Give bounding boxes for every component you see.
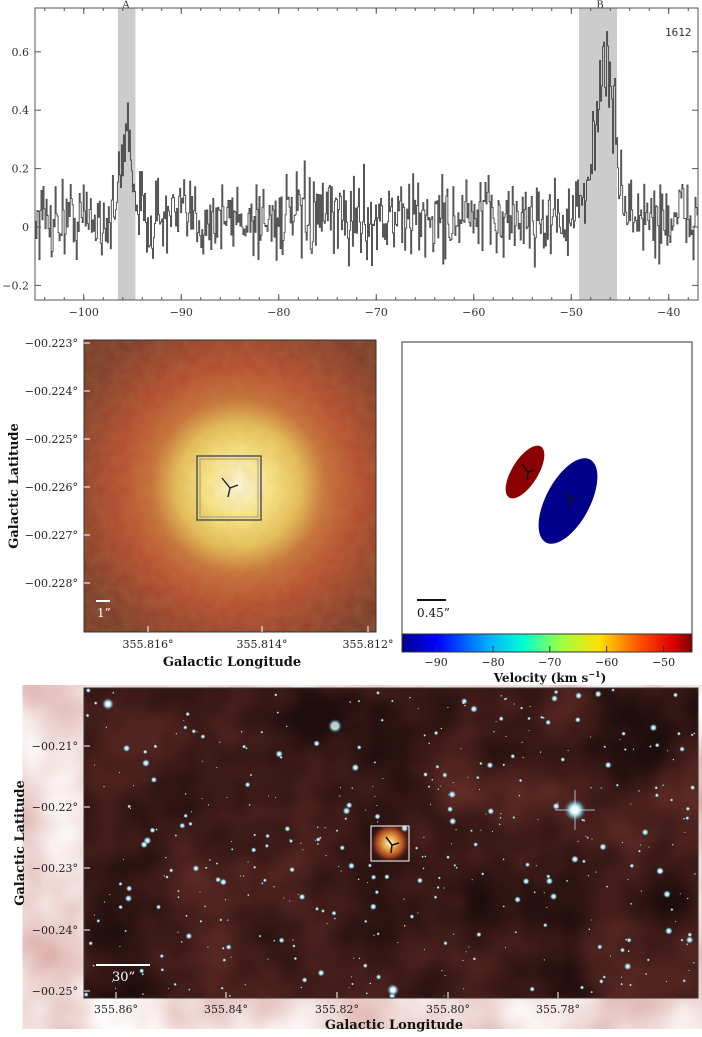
zoom-y-tick-label: −00.225° [25,433,78,446]
x-tick-label: −90 [170,306,193,319]
y-tick-label: −0.2 [2,279,29,292]
wide-scale-label: 30” [112,970,135,985]
velocity-scale-label: 0.45” [417,606,450,620]
colorbar-label: Velocity (km s−1) [493,669,607,685]
x-tick-label: −40 [657,306,680,319]
y-tick-label: 0.6 [12,46,30,59]
wide-x-tick-label: 355.86° [94,1003,138,1016]
star-marker-icon [385,836,400,854]
zoom-y-tick-label: −00.224° [25,385,78,398]
source-box [370,825,410,862]
wide-frame [83,687,699,999]
maser-spot-blue [538,458,598,544]
y-tick-label: 0 [22,221,29,234]
shaded-bands [117,8,618,300]
spectrum-tag: 1612 [665,26,692,39]
wide-x-tick-label: 355.78° [536,1003,580,1016]
zoom-y-tick-label: −00.226° [25,481,78,494]
star-field [83,687,696,1000]
band-label-b: B [596,0,603,11]
wide-ylabel: Galactic Latitude [13,780,28,906]
spectrum-line [35,31,699,268]
velocity-map-panel: 0.45” −90 −80 −70 −60 −50 Velocity (km s−1) [400,330,702,690]
zoom-ylabel: Galactic Latitude [7,423,22,549]
wide-x-tick-label: 355.84° [204,1003,248,1016]
wide-y-tick-label: −00.24° [32,924,78,937]
zoom-x-tick-label: 355.816° [123,638,174,651]
zoom-y-tick-label: −00.228° [25,577,78,590]
zoom-x-ticks: 355.816° 355.814° 355.812° [123,626,394,651]
star-marker-icon [563,491,578,509]
x-tick-label: −100 [69,306,99,319]
zoom-x-tick-label: 355.812° [343,638,394,651]
wide-y-tick-label: −00.22° [32,801,78,814]
maser-spot-red [505,445,545,499]
zoom-y-tick-label: −00.227° [25,529,78,542]
x-tick-label: −70 [365,306,388,319]
colorbar-tick-label: −80 [481,656,504,669]
colorbar-tick-label: −60 [595,656,618,669]
spectrum-chart: A B −100 −90 −80 −70 −60 −50 −40 −0.2 0 0.2 0.4 0.6… [2,0,699,319]
star-marker-icon [521,463,536,481]
y-tick-label: 0.2 [12,163,30,176]
zoom-x-tick-label: 355.814° [237,638,288,651]
wide-x-ticks: 355.86° 355.84° 355.82° 355.80° 355.78° [94,992,580,1016]
colorbar-ticks: −90 −80 −70 −60 −50 [425,646,675,669]
zoom-xlabel: Galactic Longitude [163,655,301,670]
spectrum-ticks: −100 −90 −80 −70 −60 −50 −40 −0.2 0 0.2 0.4 0.6 [2,8,698,319]
band-label-a: A [121,0,130,11]
colorbar [401,633,693,653]
x-tick-label: −50 [560,306,583,319]
colorbar-tick-label: −70 [538,656,561,669]
velocity-map-frame [401,341,693,635]
zoom-frame [83,339,377,633]
zoom-box [196,455,262,521]
wide-y-tick-label: −00.25° [32,985,78,998]
colorbar-tick-label: −90 [425,656,448,669]
wide-xlabel: Galactic Longitude [325,1018,463,1033]
wide-y-tick-label: −00.23° [32,862,78,875]
zoom-y-ticks: −00.223° −00.224° −00.225° −00.226° −00.227°… [25,337,90,590]
colorbar-tick-label: −50 [652,656,675,669]
shaded-band-1 [579,8,618,300]
wide-y-ticks: −00.21° −00.22° −00.23° −00.24° −00.25° [32,740,90,998]
star-marker-icon [221,477,239,498]
spectrum-frame [34,7,699,301]
zoom-y-tick-label: −00.223° [25,337,78,350]
wide-y-tick-label: −00.21° [32,740,78,753]
zoom-scale-label: 1” [97,606,111,620]
shaded-band-0 [117,8,136,300]
wide-image-panel: 30” −00.21° −00.22° −00.23° −00.24° −00.25° … [0,685,702,1033]
wide-x-tick-label: 355.80° [426,1003,470,1016]
x-tick-label: −60 [462,306,485,319]
zoom-image-panel: 1” −00.223° −00.224° −00.225° −00.226° −00.2… [0,330,400,675]
y-tick-label: 0.4 [12,104,30,117]
x-tick-label: −80 [267,306,290,319]
wide-x-tick-label: 355.82° [315,1003,359,1016]
